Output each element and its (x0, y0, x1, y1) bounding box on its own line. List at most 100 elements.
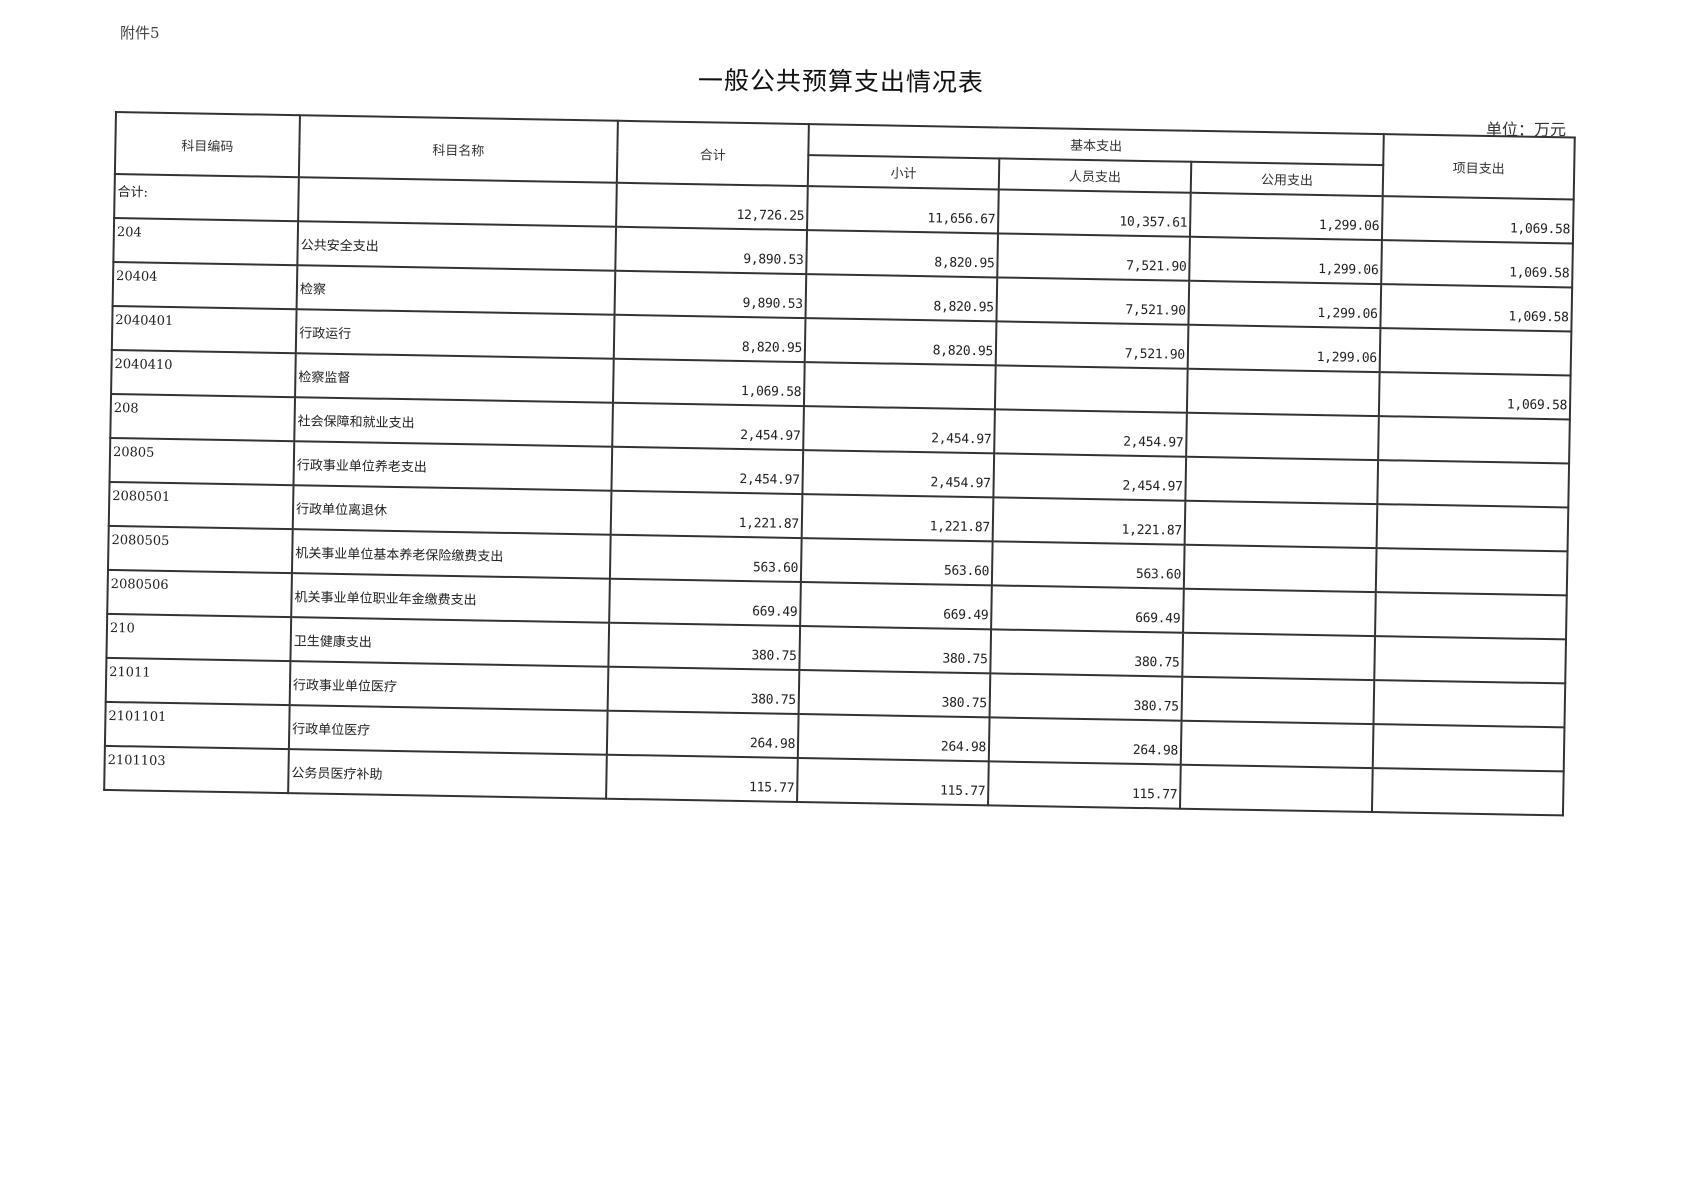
cell-name (298, 177, 617, 227)
cell-total: 380.75 (607, 666, 800, 715)
cell-project (1371, 768, 1564, 816)
cell-subtotal: 563.60 (800, 538, 993, 586)
cell-total: 2,454.97 (611, 446, 804, 495)
cell-personnel: 2,454.97 (994, 409, 1187, 457)
page-title: 一般公共预算支出情况表 (697, 66, 985, 97)
cell-name: 社会保障和就业支出 (294, 397, 613, 447)
cell-project (1374, 636, 1566, 684)
cell-code: 210 (106, 613, 292, 662)
cell-project (1375, 548, 1568, 596)
cell-code: 2101101 (104, 701, 290, 750)
cell-total: 669.49 (609, 578, 801, 627)
cell-public (1181, 676, 1375, 725)
cell-public (1183, 544, 1377, 593)
cell-project (1378, 416, 1570, 464)
cell-personnel: 7,521.90 (995, 321, 1189, 369)
cell-public (1184, 500, 1378, 549)
cell-public: 1,299.06 (1189, 192, 1383, 241)
unit-label: 单位：万元 (1486, 120, 1567, 139)
cell-total: 12,726.25 (616, 182, 808, 231)
cell-project (1376, 504, 1569, 552)
cell-project: 1,069.58 (1381, 196, 1574, 244)
cell-code: 20404 (112, 261, 298, 310)
cell-project (1373, 680, 1566, 728)
cell-name: 行政单位医疗 (288, 705, 608, 755)
cell-total: 563.60 (609, 534, 802, 583)
cell-subtotal: 8,820.95 (806, 230, 998, 278)
cell-public (1180, 720, 1374, 769)
cell-personnel: 2,454.97 (993, 453, 1187, 501)
cell-personnel (994, 365, 1188, 413)
cell-public (1183, 588, 1376, 637)
cell-project (1372, 724, 1565, 772)
attachment-label: 附件5 (120, 24, 160, 42)
cell-subtotal: 264.98 (797, 714, 990, 762)
cell-subtotal: 1,221.87 (801, 494, 994, 542)
cell-code: 2101103 (104, 745, 289, 794)
cell-name: 检察监督 (295, 353, 614, 403)
cell-name: 公共安全支出 (297, 221, 617, 271)
cell-subtotal: 2,454.97 (803, 406, 995, 454)
cell-name: 行政运行 (295, 309, 615, 359)
cell-total: 9,890.53 (614, 270, 807, 319)
header-project: 项目支出 (1382, 134, 1575, 200)
cell-public (1185, 456, 1379, 505)
cell-project: 1,069.58 (1378, 372, 1571, 420)
cell-public: 1,299.06 (1188, 280, 1382, 329)
cell-name: 行政事业单位医疗 (289, 661, 609, 711)
cell-personnel: 264.98 (988, 717, 1182, 765)
cell-subtotal: 115.77 (797, 758, 989, 806)
cell-name: 卫生健康支出 (290, 617, 610, 667)
cell-personnel: 1,221.87 (992, 497, 1186, 545)
cell-subtotal: 2,454.97 (802, 450, 995, 498)
header-personnel: 人员支出 (998, 158, 1192, 193)
cell-name: 行政事业单位养老支出 (293, 441, 613, 491)
cell-total: 380.75 (608, 622, 801, 671)
cell-subtotal: 8,820.95 (805, 274, 998, 322)
cell-total: 264.98 (606, 710, 799, 759)
cell-public: 1,299.06 (1189, 236, 1382, 285)
cell-code: 2080501 (108, 481, 294, 530)
cell-personnel: 563.60 (991, 541, 1185, 589)
cell-subtotal: 8,820.95 (804, 318, 997, 366)
cell-code: 2040410 (111, 349, 296, 398)
cell-name: 机关事业单位职业年金缴费支出 (291, 573, 610, 623)
cell-project (1377, 460, 1570, 508)
cell-subtotal: 380.75 (798, 670, 991, 718)
budget-table-container: 科目编码 科目名称 合计 基本支出 项目支出 小计 人员支出 公用支出 合计: 1… (103, 111, 1576, 816)
cell-total: 1,069.58 (612, 358, 805, 407)
cell-public: 1,299.06 (1187, 324, 1381, 373)
cell-total: 9,890.53 (615, 226, 808, 275)
cell-name: 公务员医疗补助 (288, 749, 607, 799)
cell-project: 1,069.58 (1381, 240, 1573, 288)
cell-subtotal: 380.75 (799, 626, 992, 674)
cell-personnel: 7,521.90 (996, 277, 1190, 325)
cell-subtotal: 11,656.67 (807, 186, 999, 234)
cell-code: 208 (110, 393, 296, 442)
cell-project (1375, 592, 1567, 640)
cell-personnel: 7,521.90 (997, 233, 1190, 281)
cell-code: 2080506 (107, 569, 292, 618)
cell-personnel: 669.49 (991, 585, 1184, 633)
header-subtotal: 小计 (807, 155, 1000, 190)
cell-code: 204 (113, 218, 299, 266)
cell-personnel: 380.75 (990, 629, 1184, 677)
cell-total: 2,454.97 (612, 402, 804, 451)
cell-code: 合计: (114, 174, 299, 222)
cell-total: 1,221.87 (610, 490, 803, 539)
cell-code: 2040401 (111, 305, 297, 354)
cell-public (1182, 632, 1376, 681)
cell-code: 2080505 (107, 525, 293, 574)
cell-name: 行政单位离退休 (292, 485, 612, 535)
cell-personnel: 380.75 (989, 673, 1183, 721)
header-name: 科目名称 (298, 115, 618, 183)
cell-name: 机关事业单位基本养老保险缴费支出 (291, 529, 611, 579)
cell-personnel: 10,357.61 (997, 189, 1191, 237)
header-total: 合计 (616, 120, 809, 187)
cell-code: 20805 (109, 437, 295, 486)
cell-personnel: 115.77 (988, 761, 1181, 809)
cell-public (1179, 764, 1373, 813)
cell-project: 1,069.58 (1380, 284, 1573, 332)
header-code: 科目编码 (114, 112, 300, 178)
cell-public (1186, 368, 1380, 417)
